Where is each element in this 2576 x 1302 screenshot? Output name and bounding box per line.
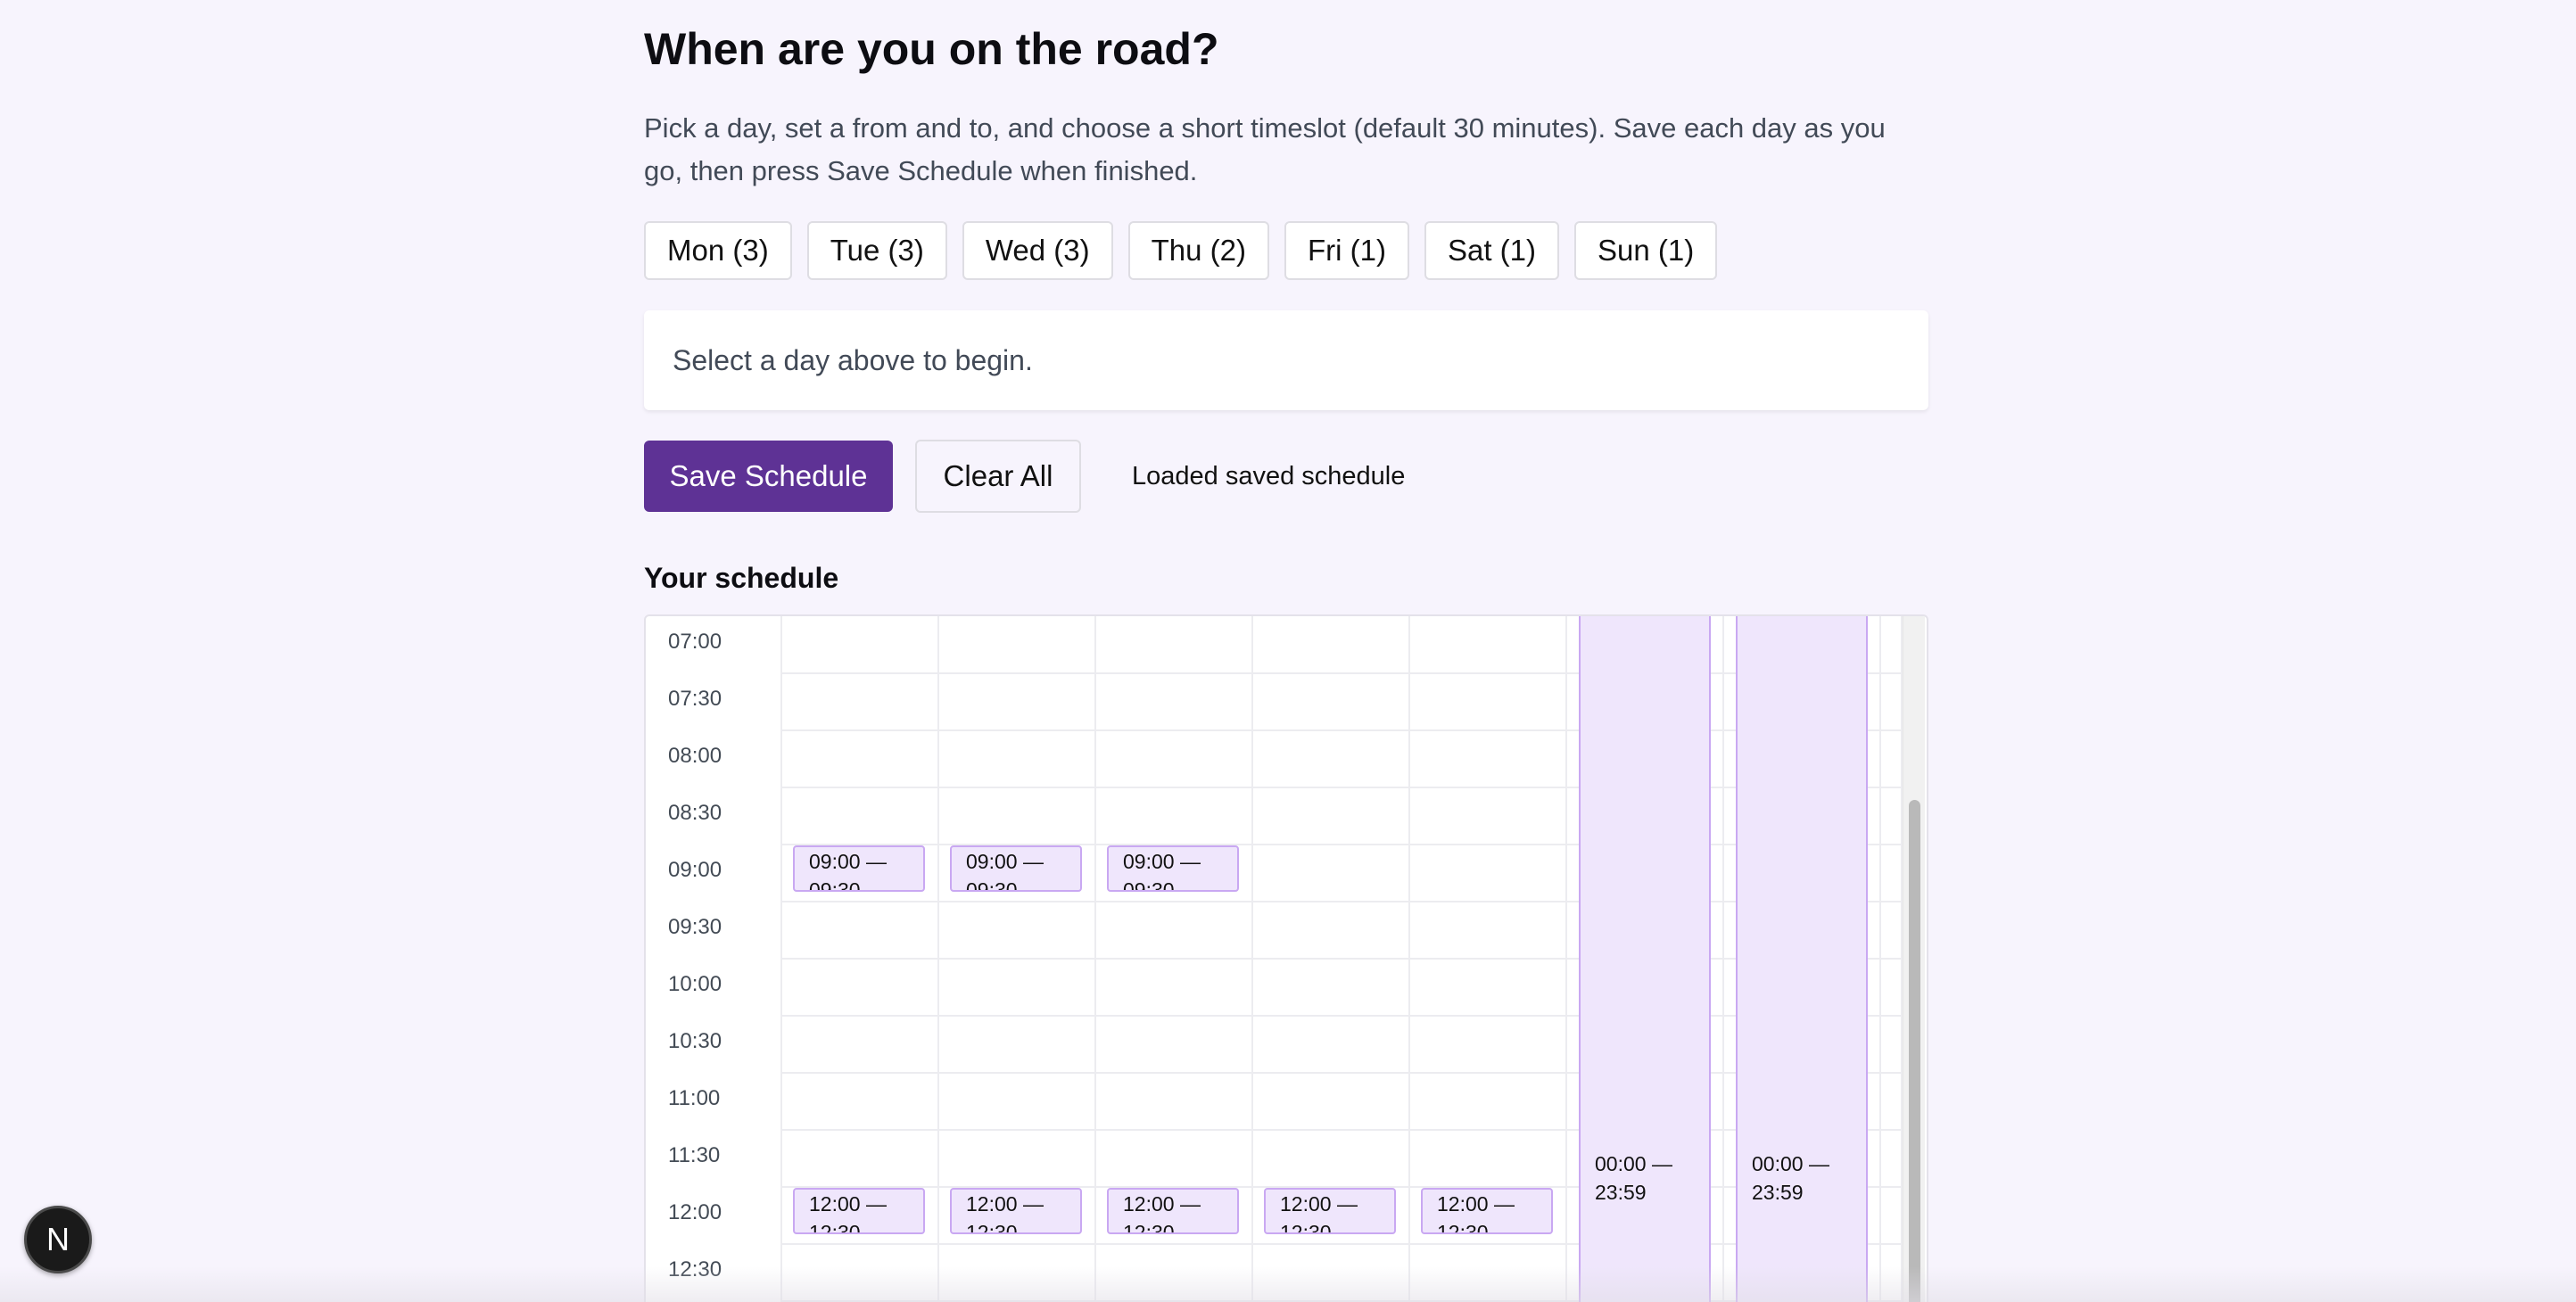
time-slot-tue[interactable]: 09:00 — 09:30 [950, 845, 1082, 892]
time-label: 11:00 [668, 1086, 721, 1110]
all-day-slot-sat[interactable]: 00:00 — 23:59 [1579, 616, 1711, 1302]
time-label: 08:00 [668, 744, 722, 768]
time-slot-tue[interactable]: 12:00 — 12:30 [950, 1188, 1082, 1234]
clear-all-button[interactable]: Clear All [915, 440, 1081, 513]
time-label: 10:30 [668, 1029, 722, 1053]
all-day-slot-sun[interactable]: 00:00 — 23:59 [1736, 616, 1868, 1302]
save-schedule-button[interactable]: Save Schedule [644, 441, 893, 512]
event-start: 12:00 — [1123, 1192, 1201, 1215]
day-button-mon[interactable]: Mon (3) [644, 221, 792, 280]
time-label: 12:00 [668, 1200, 722, 1224]
hint-text: Select a day above to begin. [673, 343, 1033, 376]
scrollbar-thumb[interactable] [1909, 800, 1920, 1302]
event-start: 12:00 — [966, 1192, 1044, 1215]
time-label: 07:00 [668, 630, 722, 654]
time-label: 11:30 [668, 1143, 721, 1167]
event-end: 12:30 [1280, 1221, 1332, 1234]
event-start: 12:00 — [809, 1192, 887, 1215]
event-start: 00:00 — [1752, 1152, 1829, 1175]
page-description: Pick a day, set a from and to, and choos… [644, 112, 1886, 186]
badge-letter: N [46, 1221, 70, 1257]
day-button-thu[interactable]: Thu (2) [1127, 221, 1269, 280]
time-label: 09:00 [668, 858, 722, 882]
day-button-sat[interactable]: Sat (1) [1424, 221, 1560, 280]
day-button-tue[interactable]: Tue (3) [806, 221, 947, 280]
time-slot-wed[interactable]: 09:00 — 09:30 [1107, 845, 1239, 892]
schedule-heading: Your schedule [644, 562, 839, 594]
day-editor-panel: Select a day above to begin. [644, 310, 1928, 410]
event-end: 12:30 [1123, 1221, 1175, 1234]
time-slot-wed[interactable]: 12:00 — 12:30 [1107, 1188, 1239, 1234]
day-button-fri[interactable]: Fri (1) [1284, 221, 1409, 280]
event-end: 23:59 [1595, 1181, 1647, 1204]
event-start: 09:00 — [1123, 850, 1201, 873]
time-label: 10:00 [668, 972, 722, 996]
schedule-scrollbar[interactable] [1903, 616, 1925, 1302]
event-start: 12:00 — [1280, 1192, 1358, 1215]
event-end: 09:30 [1123, 878, 1175, 892]
event-end: 23:59 [1752, 1181, 1804, 1204]
event-end: 09:30 [809, 878, 861, 892]
grid-lines [780, 616, 1903, 1302]
time-slot-thu[interactable]: 12:00 — 12:30 [1264, 1188, 1396, 1234]
day-selector: Mon (3) Tue (3) Wed (3) Thu (2) Fri (1) … [644, 221, 1718, 280]
event-end: 12:30 [809, 1221, 861, 1234]
day-button-sun[interactable]: Sun (1) [1574, 221, 1718, 280]
event-end: 12:30 [1437, 1221, 1489, 1234]
time-slot-mon[interactable]: 12:00 — 12:30 [793, 1188, 925, 1234]
event-end: 09:30 [966, 878, 1018, 892]
time-label: 12:30 [668, 1257, 722, 1281]
page-title: When are you on the road? [644, 24, 1219, 74]
event-start: 09:00 — [966, 850, 1044, 873]
n-logo-icon[interactable]: N [24, 1206, 92, 1273]
event-end: 12:30 [966, 1221, 1018, 1234]
time-label: 07:30 [668, 687, 722, 711]
event-start: 00:00 — [1595, 1152, 1672, 1175]
event-start: 09:00 — [809, 850, 887, 873]
schedule-grid[interactable]: 07:00 07:30 08:00 08:30 09:00 09:30 10:00 10:30… [644, 614, 1928, 1302]
event-start: 12:00 — [1437, 1192, 1515, 1215]
day-button-wed[interactable]: Wed (3) [962, 221, 1113, 280]
time-label: 09:30 [668, 915, 722, 939]
time-slot-mon[interactable]: 09:00 — 09:30 [793, 845, 925, 892]
action-bar: Save Schedule Clear All Loaded saved sch… [644, 440, 1405, 513]
time-label: 08:30 [668, 801, 722, 825]
status-message: Loaded saved schedule [1132, 461, 1406, 490]
time-slot-fri[interactable]: 12:00 — 12:30 [1421, 1188, 1553, 1234]
